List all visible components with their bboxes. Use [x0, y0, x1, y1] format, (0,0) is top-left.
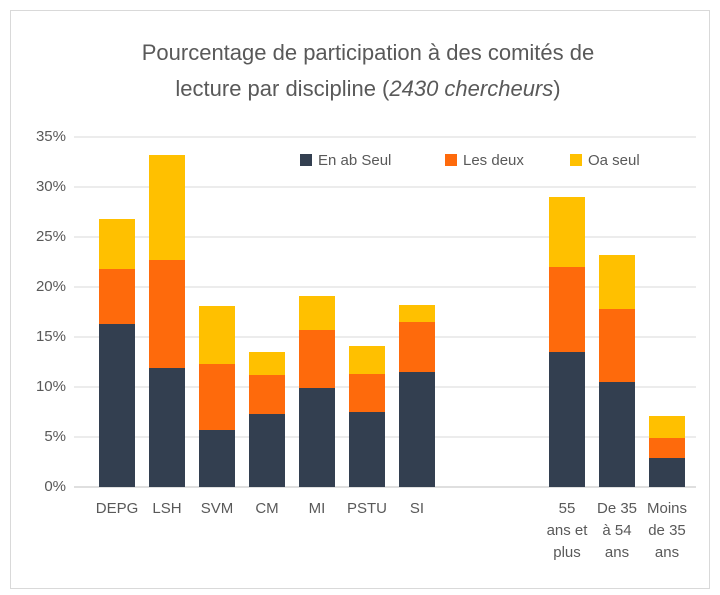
- x-tick-label: De 35 à 54 ans: [597, 500, 637, 561]
- bar-segment: [99, 219, 135, 269]
- bar-segment: [199, 306, 235, 364]
- legend-swatch: [300, 154, 312, 166]
- bar-segment: [599, 382, 635, 487]
- chart-title: lecture par discipline (2430 chercheurs): [175, 76, 560, 101]
- y-tick-label: 30%: [36, 178, 66, 195]
- x-tick-label-line: De 35: [597, 500, 637, 517]
- y-tick-label: 35%: [36, 128, 66, 145]
- x-tick-label: DEPG: [96, 500, 139, 517]
- bar-segment: [199, 364, 235, 430]
- x-tick-label-line: 55: [559, 500, 576, 517]
- bar-segment: [649, 416, 685, 438]
- bar-segment: [599, 255, 635, 309]
- bar-segment: [199, 430, 235, 487]
- y-tick-label: 20%: [36, 278, 66, 295]
- bar-segment: [549, 352, 585, 487]
- bar-segment: [149, 155, 185, 260]
- bar-segment: [399, 372, 435, 487]
- x-tick-label-line: plus: [553, 544, 581, 561]
- legend-swatch: [445, 154, 457, 166]
- legend-label: Les deux: [463, 152, 524, 169]
- bar-segment: [649, 458, 685, 487]
- x-tick-label: PSTU: [347, 500, 387, 517]
- y-tick-label: 5%: [44, 428, 66, 445]
- x-tick-label-line: ans: [605, 544, 629, 561]
- bar-segment: [99, 269, 135, 324]
- bar-segment: [299, 388, 335, 487]
- x-tick-label: MI: [309, 500, 326, 517]
- x-tick-label: Moins de 35 ans: [647, 500, 687, 561]
- y-tick-label: 25%: [36, 228, 66, 245]
- bar-segment: [149, 368, 185, 487]
- title-part: ): [553, 76, 560, 101]
- bar-segment: [549, 197, 585, 267]
- chart-title: Pourcentage de participation à des comit…: [142, 40, 595, 65]
- bar-segment: [349, 412, 385, 487]
- x-tick-label: SVM: [201, 500, 234, 517]
- x-tick-label-line: de 35: [648, 522, 686, 539]
- bar-segment: [249, 352, 285, 375]
- bar-segment: [649, 438, 685, 458]
- bar-segment: [249, 414, 285, 487]
- bar-segment: [599, 309, 635, 382]
- bar-segment: [549, 267, 585, 352]
- legend-label: En ab Seul: [318, 152, 391, 169]
- bar-segment: [349, 346, 385, 374]
- bar-segment: [299, 330, 335, 388]
- y-tick-label: 0%: [44, 478, 66, 495]
- x-tick-label: CM: [255, 500, 278, 517]
- title-part: lecture par discipline (: [175, 76, 390, 101]
- bar-segment: [399, 322, 435, 372]
- bar-segment: [149, 260, 185, 368]
- legend-label: Oa seul: [588, 152, 640, 169]
- x-tick-label: 55 ans et plus: [547, 500, 589, 561]
- bar-segment: [99, 324, 135, 487]
- y-tick-label: 10%: [36, 378, 66, 395]
- bar-segment: [299, 296, 335, 330]
- x-tick-label-line: ans: [655, 544, 679, 561]
- y-tick-label: 15%: [36, 328, 66, 345]
- x-tick-label-line: ans et: [547, 522, 589, 539]
- x-tick-label: SI: [410, 500, 424, 517]
- x-tick-label-line: Moins: [647, 500, 687, 517]
- legend-swatch: [570, 154, 582, 166]
- bar-segment: [349, 374, 385, 412]
- x-tick-label-line: à 54: [602, 522, 631, 539]
- bar-segment: [249, 375, 285, 414]
- title-part: 2430 chercheurs: [388, 76, 553, 101]
- bar-segment: [399, 305, 435, 322]
- x-tick-label: LSH: [152, 500, 181, 517]
